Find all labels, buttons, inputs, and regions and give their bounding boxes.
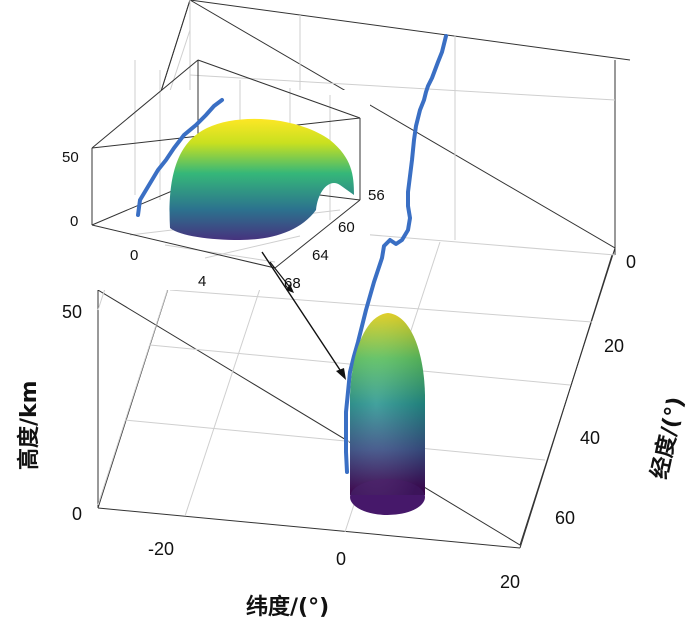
inset-y-tick-64: 64 [312,247,329,264]
inset-track-line [136,98,224,217]
inset-y-tick-60: 60 [338,219,355,236]
y-axis-title: 经度/(°) [646,395,689,482]
inset-dome-surface [169,118,354,240]
zoom-arrow [261,251,346,380]
z-tick-0: 0 [72,504,82,524]
inset-y-tick-56: 56 [368,187,385,204]
y-tick-20: 20 [604,336,624,356]
inset-axes [80,59,370,290]
inset-x-tick-0: 0 [130,247,138,264]
x-tick-20: 20 [500,572,520,592]
z-axis-title: 高度/km [16,380,42,470]
y-tick-60: 60 [555,508,575,528]
bullet-surface [350,313,425,515]
main-track-line [344,34,448,474]
x-axis-title: 纬度/(°) [246,594,329,620]
inset-z-tick-0: 0 [70,213,78,230]
x-tick-0: 0 [336,549,346,569]
y-tick-0: 0 [626,252,636,272]
x-tick-neg20: -20 [148,539,174,559]
inset-z-tick-50: 50 [62,149,79,166]
y-tick-40: 40 [580,428,600,448]
z-tick-50: 50 [62,302,82,322]
inset-x-tick-4: 4 [198,273,206,290]
